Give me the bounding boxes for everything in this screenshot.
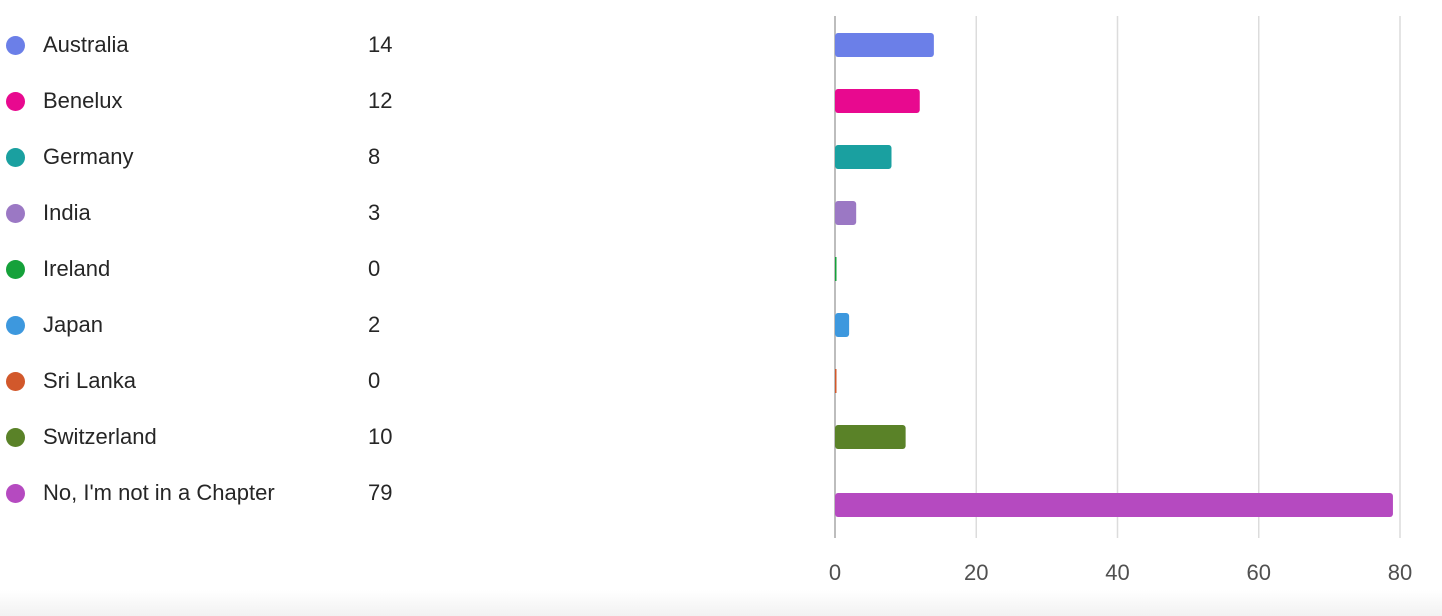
- legend-item[interactable]: Switzerland 10: [0, 409, 460, 465]
- legend-item[interactable]: India 3: [0, 185, 460, 241]
- legend-value: 12: [368, 88, 393, 113]
- bar-sri-lanka[interactable]: [835, 369, 837, 393]
- legend-item[interactable]: Benelux 12: [0, 73, 460, 129]
- legend: Australia 14 Benelux 12 Germany 8 India 3 Irelan…: [0, 0, 460, 540]
- legend-dot-icon: [6, 371, 25, 391]
- legend-label: Germany: [43, 144, 134, 169]
- legend-dot-icon: [6, 91, 25, 111]
- bar-benelux[interactable]: [835, 89, 920, 113]
- legend-dot-icon: [6, 315, 25, 335]
- bar-australia[interactable]: [835, 33, 934, 57]
- x-tick-label: 60: [1247, 560, 1271, 585]
- bar-no-i-m-not-in-a-chapter[interactable]: [835, 493, 1393, 517]
- legend-label: Australia: [43, 32, 129, 57]
- legend-dot-icon: [6, 147, 25, 167]
- legend-item[interactable]: No, I'm not in a Chapter 79: [0, 465, 460, 521]
- legend-value: 10: [368, 424, 393, 449]
- legend-item[interactable]: Germany 8: [0, 129, 460, 185]
- bar-switzerland[interactable]: [835, 425, 906, 449]
- legend-label: Switzerland: [43, 424, 157, 449]
- legend-label: India: [43, 200, 91, 225]
- legend-item[interactable]: Sri Lanka 0: [0, 353, 460, 409]
- legend-label: Sri Lanka: [43, 368, 136, 393]
- legend-label: Benelux: [43, 88, 123, 113]
- legend-label: No, I'm not in a Chapter: [43, 480, 275, 505]
- legend-value: 79: [368, 480, 393, 505]
- legend-value: 2: [368, 312, 381, 337]
- x-tick-label: 40: [1105, 560, 1129, 585]
- legend-item[interactable]: Australia 14: [0, 17, 460, 73]
- bar-germany[interactable]: [835, 145, 892, 169]
- bar-india[interactable]: [835, 201, 857, 225]
- legend-value: 8: [368, 144, 381, 169]
- legend-dot-icon: [6, 203, 25, 223]
- x-tick-label: 20: [964, 560, 988, 585]
- legend-dot-icon: [6, 483, 25, 503]
- legend-dot-icon: [6, 427, 25, 447]
- legend-item[interactable]: Japan 2: [0, 297, 460, 353]
- legend-value: 14: [368, 32, 393, 57]
- legend-item[interactable]: Ireland 0: [0, 241, 460, 297]
- x-tick-label: 80: [1388, 560, 1412, 585]
- bar-ireland[interactable]: [835, 257, 837, 281]
- legend-label: Ireland: [43, 256, 111, 281]
- legend-label: Japan: [43, 312, 103, 337]
- legend-dot-icon: [6, 35, 25, 55]
- legend-dot-icon: [6, 259, 25, 279]
- x-tick-label: 0: [829, 560, 841, 585]
- legend-value: 3: [368, 200, 381, 225]
- legend-value: 0: [368, 256, 381, 281]
- legend-value: 0: [368, 368, 381, 393]
- bottom-fade: [0, 590, 1442, 616]
- bar-japan[interactable]: [835, 313, 850, 337]
